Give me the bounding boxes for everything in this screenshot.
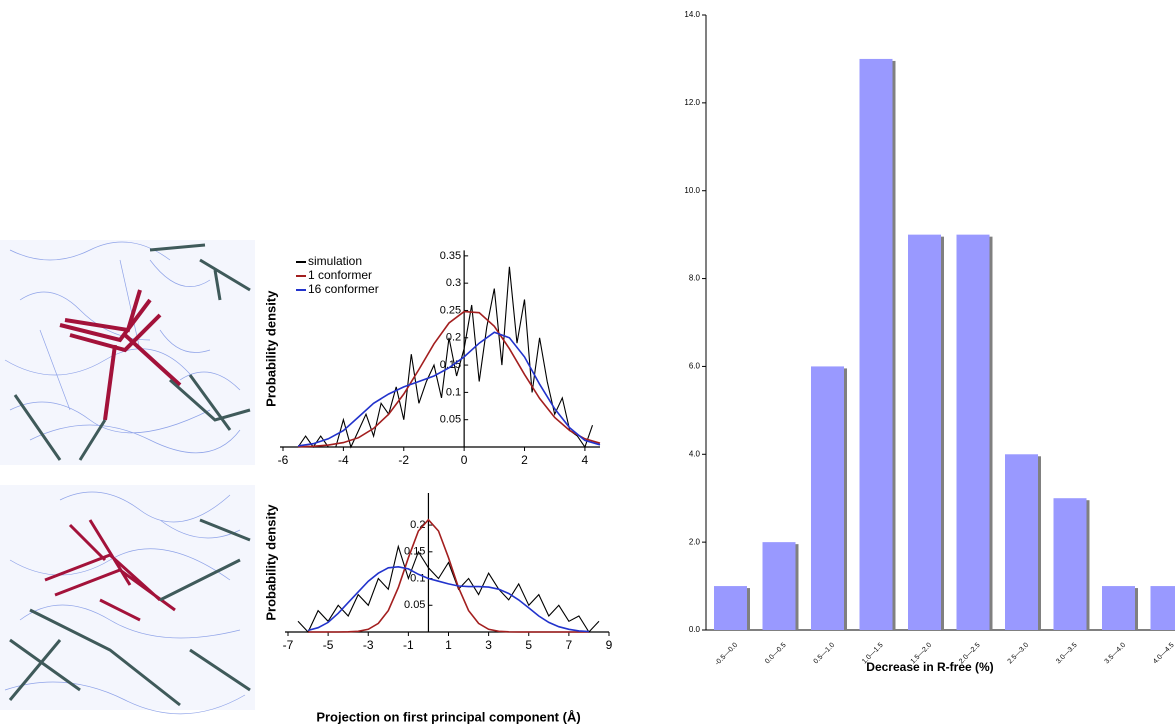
x-tick-label: 2.5—3.0 <box>1007 642 1031 666</box>
x-axis-label: Projection on first principal component … <box>316 709 580 724</box>
y-tick-label: 0.3 <box>446 277 461 289</box>
y-axis-label: Probability density <box>263 290 278 407</box>
series-line <box>308 567 589 632</box>
y-tick-label: 2.0 <box>689 537 701 546</box>
y-axis-label: Probability density <box>263 504 278 621</box>
legend-label: 16 conformer <box>308 282 379 296</box>
x-tick-label: 2 <box>521 453 528 467</box>
bar <box>714 586 747 630</box>
figure: -6-4-20240.050.10.150.20.250.30.35Probab… <box>0 0 1175 727</box>
y-tick-label: 0.25 <box>440 304 461 316</box>
x-tick-label: 4.0—4.5 <box>1152 642 1175 666</box>
x-tick-label: 3.5—4.0 <box>1104 642 1128 666</box>
y-tick-label: 0.15 <box>404 546 425 558</box>
legend-label: simulation <box>308 254 362 268</box>
y-tick-label: 0.0 <box>689 625 701 634</box>
y-tick-label: 0.1 <box>446 386 461 398</box>
y-tick-label: 0.35 <box>440 250 461 262</box>
y-tick-label: 10.0 <box>684 186 700 195</box>
x-tick-label: -1 <box>403 638 414 652</box>
x-tick-label: -4 <box>338 453 349 467</box>
bar <box>763 542 796 630</box>
bar <box>1102 586 1135 630</box>
bar <box>957 235 990 630</box>
bar <box>860 59 893 630</box>
y-tick-label: 0.05 <box>440 414 461 426</box>
molecule-bottom <box>0 485 255 714</box>
x-tick-label: -3 <box>363 638 374 652</box>
x-tick-label: 1 <box>445 638 452 652</box>
y-tick-label: 14.0 <box>684 10 700 19</box>
series-line <box>308 520 589 632</box>
x-tick-label: 3 <box>485 638 492 652</box>
y-tick-label: 0.05 <box>404 599 425 611</box>
x-tick-label: -2 <box>398 453 409 467</box>
bar <box>1054 498 1087 630</box>
bar <box>908 235 941 630</box>
x-tick-label: -5 <box>323 638 334 652</box>
bar <box>1005 454 1038 630</box>
y-tick-label: 12.0 <box>684 98 700 107</box>
y-tick-label: 8.0 <box>689 274 701 283</box>
bar <box>811 366 844 630</box>
molecule-top <box>0 240 255 465</box>
x-tick-label: 3.0—3.5 <box>1055 642 1079 666</box>
x-tick-label: 4 <box>582 453 589 467</box>
x-tick-label: 7 <box>566 638 573 652</box>
x-tick-label: 5 <box>525 638 532 652</box>
x-tick-label: 0.5—1.0 <box>813 642 837 666</box>
x-tick-label: -7 <box>283 638 294 652</box>
x-tick-label: -6 <box>278 453 289 467</box>
bar <box>1151 586 1175 630</box>
x-tick-label: 0 <box>461 453 468 467</box>
x-tick-label: 0.0—0.5 <box>764 642 788 666</box>
legend-label: 1 conformer <box>308 268 372 282</box>
x-tick-label: 9 <box>606 638 613 652</box>
y-tick-label: 6.0 <box>689 362 701 371</box>
x-axis-label: Decrease in R-free (%) <box>866 660 993 674</box>
y-tick-label: 4.0 <box>689 449 701 458</box>
x-tick-label: -0.5—0.0 <box>714 642 739 667</box>
